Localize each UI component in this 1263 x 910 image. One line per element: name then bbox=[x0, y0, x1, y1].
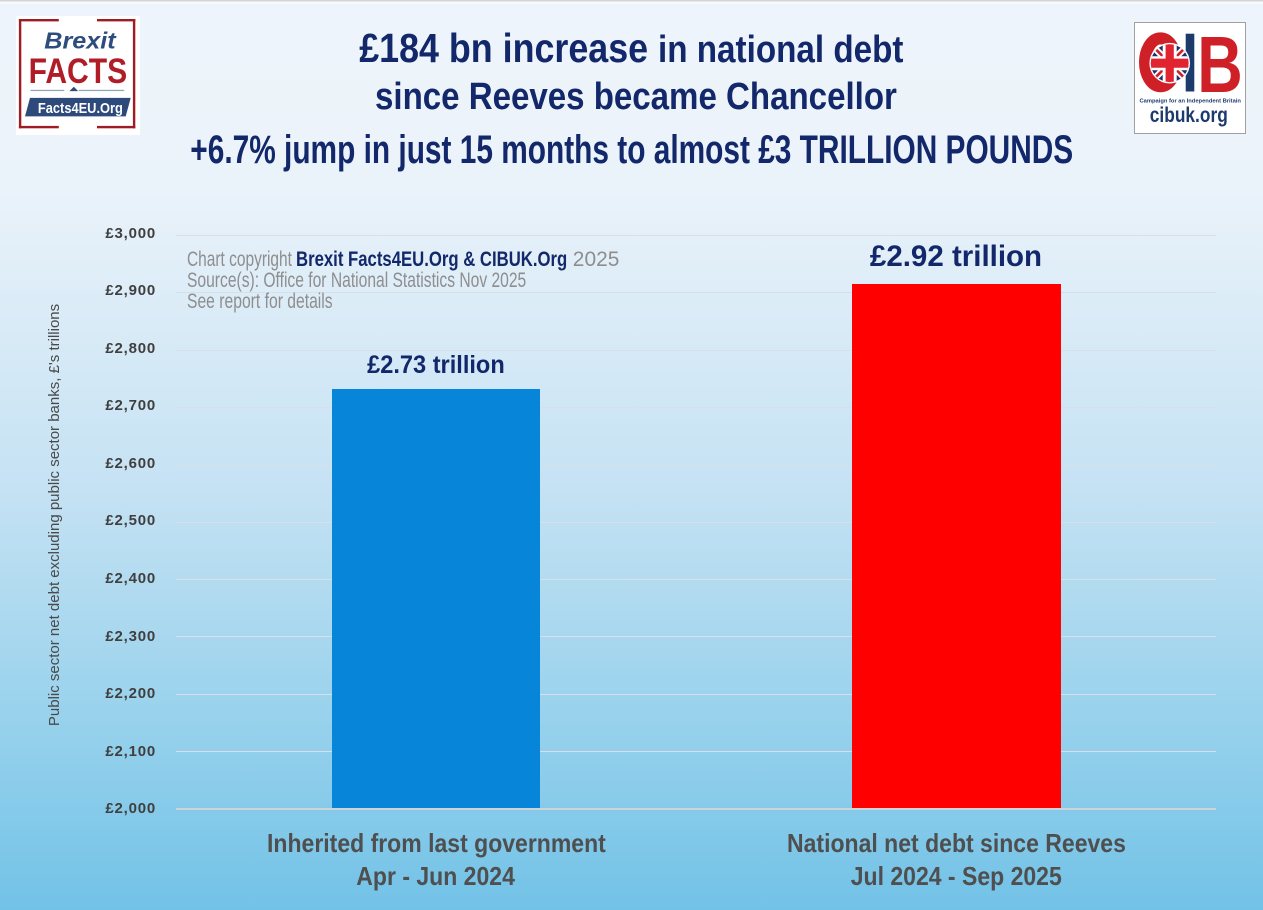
svg-text:cibuk.org: cibuk.org bbox=[1150, 104, 1228, 127]
svg-text:Campaign for an Independent Br: Campaign for an Independent Britain bbox=[1139, 98, 1241, 104]
svg-text:Facts4EU.Org: Facts4EU.Org bbox=[38, 100, 123, 117]
svg-text:FACTS: FACTS bbox=[29, 51, 128, 91]
svg-text:Brexit: Brexit bbox=[44, 28, 117, 54]
svg-text:B: B bbox=[1197, 22, 1243, 109]
